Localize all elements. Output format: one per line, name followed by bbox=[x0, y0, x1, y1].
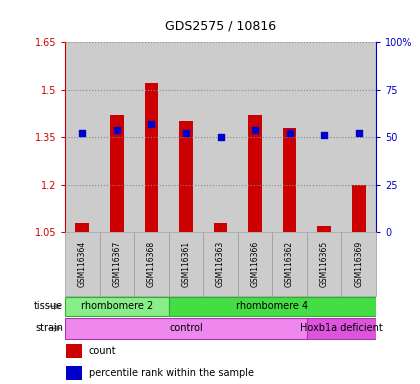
Text: GSM116362: GSM116362 bbox=[285, 241, 294, 287]
Text: tissue: tissue bbox=[34, 301, 63, 311]
Text: Hoxb1a deficient: Hoxb1a deficient bbox=[300, 323, 383, 333]
Point bbox=[148, 121, 155, 127]
Text: GSM116364: GSM116364 bbox=[78, 241, 87, 287]
Point bbox=[321, 132, 328, 139]
Point bbox=[113, 127, 120, 133]
Bar bbox=[238, 232, 272, 296]
Bar bbox=[169, 42, 203, 232]
Text: GSM116366: GSM116366 bbox=[251, 241, 260, 287]
Point bbox=[252, 127, 258, 133]
Text: strain: strain bbox=[35, 323, 63, 333]
Bar bbox=[179, 121, 193, 232]
Bar bbox=[169, 297, 376, 316]
Bar bbox=[307, 42, 341, 232]
Text: GSM116369: GSM116369 bbox=[354, 241, 363, 287]
Bar bbox=[272, 232, 307, 296]
Bar bbox=[65, 42, 100, 232]
Bar bbox=[283, 128, 297, 232]
Bar bbox=[76, 223, 89, 232]
Bar bbox=[65, 232, 100, 296]
Bar bbox=[272, 42, 307, 232]
Bar bbox=[317, 226, 331, 232]
Bar bbox=[100, 232, 134, 296]
Text: GSM116365: GSM116365 bbox=[320, 241, 328, 287]
Bar bbox=[110, 115, 124, 232]
Bar bbox=[341, 42, 376, 232]
Bar bbox=[134, 42, 169, 232]
Bar bbox=[66, 344, 82, 358]
Bar bbox=[203, 232, 238, 296]
Text: rhombomere 2: rhombomere 2 bbox=[81, 301, 153, 311]
Bar bbox=[100, 42, 134, 232]
Point bbox=[79, 131, 86, 137]
Bar bbox=[341, 232, 376, 296]
Bar bbox=[65, 318, 307, 339]
Point bbox=[355, 131, 362, 137]
Text: count: count bbox=[89, 346, 116, 356]
Bar bbox=[134, 232, 169, 296]
Point bbox=[217, 134, 224, 141]
Bar bbox=[248, 115, 262, 232]
Text: percentile rank within the sample: percentile rank within the sample bbox=[89, 368, 254, 378]
Text: GDS2575 / 10816: GDS2575 / 10816 bbox=[165, 20, 276, 33]
Bar bbox=[203, 42, 238, 232]
Point bbox=[183, 131, 189, 137]
Text: control: control bbox=[169, 323, 203, 333]
Bar bbox=[307, 318, 376, 339]
Bar bbox=[65, 297, 169, 316]
Bar bbox=[144, 83, 158, 232]
Text: GSM116367: GSM116367 bbox=[113, 241, 121, 287]
Text: GSM116368: GSM116368 bbox=[147, 241, 156, 287]
Bar bbox=[238, 42, 272, 232]
Text: GSM116361: GSM116361 bbox=[181, 241, 190, 287]
Bar bbox=[214, 223, 227, 232]
Text: rhombomere 4: rhombomere 4 bbox=[236, 301, 308, 311]
Bar bbox=[307, 232, 341, 296]
Point bbox=[286, 131, 293, 137]
Bar bbox=[169, 232, 203, 296]
Bar bbox=[66, 366, 82, 381]
Bar bbox=[352, 185, 365, 232]
Text: GSM116363: GSM116363 bbox=[216, 241, 225, 287]
